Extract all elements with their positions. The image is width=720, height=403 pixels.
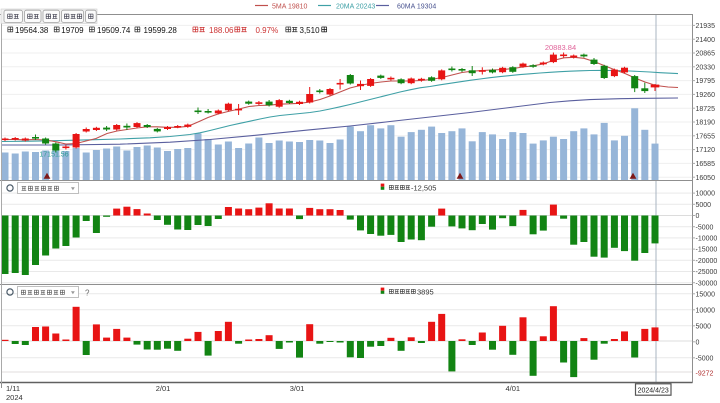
svg-text:20MA 20243: 20MA 20243: [336, 3, 375, 10]
svg-text:-30000: -30000: [696, 280, 718, 287]
svg-text:20883.84: 20883.84: [545, 43, 576, 52]
svg-text:5000: 5000: [696, 323, 712, 330]
svg-text:10000: 10000: [696, 307, 716, 314]
svg-text:0.97%: 0.97%: [256, 26, 279, 35]
svg-text:3/01: 3/01: [290, 384, 305, 393]
svg-text:1/11: 1/11: [6, 384, 20, 393]
svg-text:19509.74: 19509.74: [97, 26, 131, 35]
svg-text:-5000: -5000: [696, 355, 714, 362]
svg-text:4/01: 4/01: [505, 384, 520, 393]
svg-text:5MA 19810: 5MA 19810: [272, 3, 308, 10]
svg-text:-25000: -25000: [696, 269, 718, 276]
svg-text:2024: 2024: [6, 393, 23, 402]
svg-text:21935: 21935: [696, 23, 716, 30]
svg-text:20330: 20330: [696, 64, 716, 71]
svg-text:60MA 19304: 60MA 19304: [397, 3, 436, 10]
svg-text:5000: 5000: [696, 202, 712, 209]
svg-text:19795: 19795: [696, 78, 716, 85]
svg-text:3,510: 3,510: [300, 26, 321, 35]
svg-text:16050: 16050: [696, 175, 716, 182]
svg-text:10000: 10000: [696, 191, 716, 198]
svg-text:0: 0: [696, 339, 700, 346]
svg-text:-12,505: -12,505: [411, 183, 436, 192]
svg-text:19709: 19709: [61, 26, 84, 35]
svg-text:2/01: 2/01: [156, 384, 171, 393]
svg-text:-10000: -10000: [696, 236, 718, 243]
svg-text:3895: 3895: [417, 287, 434, 296]
svg-text:16585: 16585: [696, 161, 716, 168]
svg-text:-5000: -5000: [696, 224, 714, 231]
svg-text:21400: 21400: [696, 37, 716, 44]
svg-text:2024/4/23: 2024/4/23: [638, 387, 669, 394]
svg-text:0: 0: [696, 213, 700, 220]
svg-text:19564.38: 19564.38: [15, 26, 49, 35]
svg-text:?: ?: [85, 289, 90, 298]
svg-text:18190: 18190: [696, 120, 716, 127]
svg-text:17151.56: 17151.56: [39, 152, 68, 159]
svg-text:20865: 20865: [696, 51, 716, 58]
svg-text:-20000: -20000: [696, 258, 718, 265]
svg-text:19260: 19260: [696, 92, 716, 99]
svg-text:17655: 17655: [696, 133, 716, 140]
svg-text:-15000: -15000: [696, 247, 718, 254]
svg-text:18725: 18725: [696, 106, 716, 113]
svg-text:-9272: -9272: [696, 370, 714, 377]
svg-text:17120: 17120: [696, 147, 716, 154]
svg-text:19599.28: 19599.28: [144, 26, 178, 35]
svg-text:188.06: 188.06: [209, 26, 234, 35]
svg-text:15000: 15000: [696, 291, 716, 298]
